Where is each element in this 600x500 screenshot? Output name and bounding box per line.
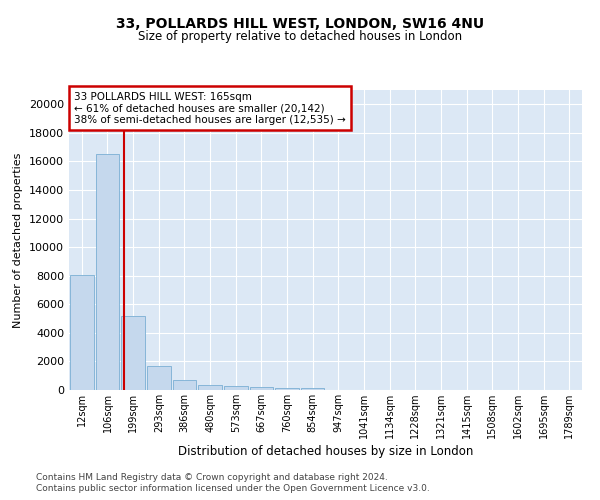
Text: Contains HM Land Registry data © Crown copyright and database right 2024.: Contains HM Land Registry data © Crown c… — [36, 472, 388, 482]
Text: Size of property relative to detached houses in London: Size of property relative to detached ho… — [138, 30, 462, 43]
Bar — [121, 316, 145, 390]
Text: Contains public sector information licensed under the Open Government Licence v3: Contains public sector information licen… — [36, 484, 430, 493]
Bar — [173, 380, 196, 390]
Bar — [250, 387, 273, 390]
Bar — [95, 154, 119, 390]
Bar — [147, 366, 170, 390]
Text: 33 POLLARDS HILL WEST: 165sqm
← 61% of detached houses are smaller (20,142)
38% : 33 POLLARDS HILL WEST: 165sqm ← 61% of d… — [74, 92, 346, 124]
Bar — [275, 388, 299, 390]
Bar — [301, 388, 325, 390]
Bar — [70, 275, 94, 390]
X-axis label: Distribution of detached houses by size in London: Distribution of detached houses by size … — [178, 445, 473, 458]
Bar — [198, 385, 222, 390]
Y-axis label: Number of detached properties: Number of detached properties — [13, 152, 23, 328]
Text: 33, POLLARDS HILL WEST, LONDON, SW16 4NU: 33, POLLARDS HILL WEST, LONDON, SW16 4NU — [116, 18, 484, 32]
Bar — [224, 386, 248, 390]
